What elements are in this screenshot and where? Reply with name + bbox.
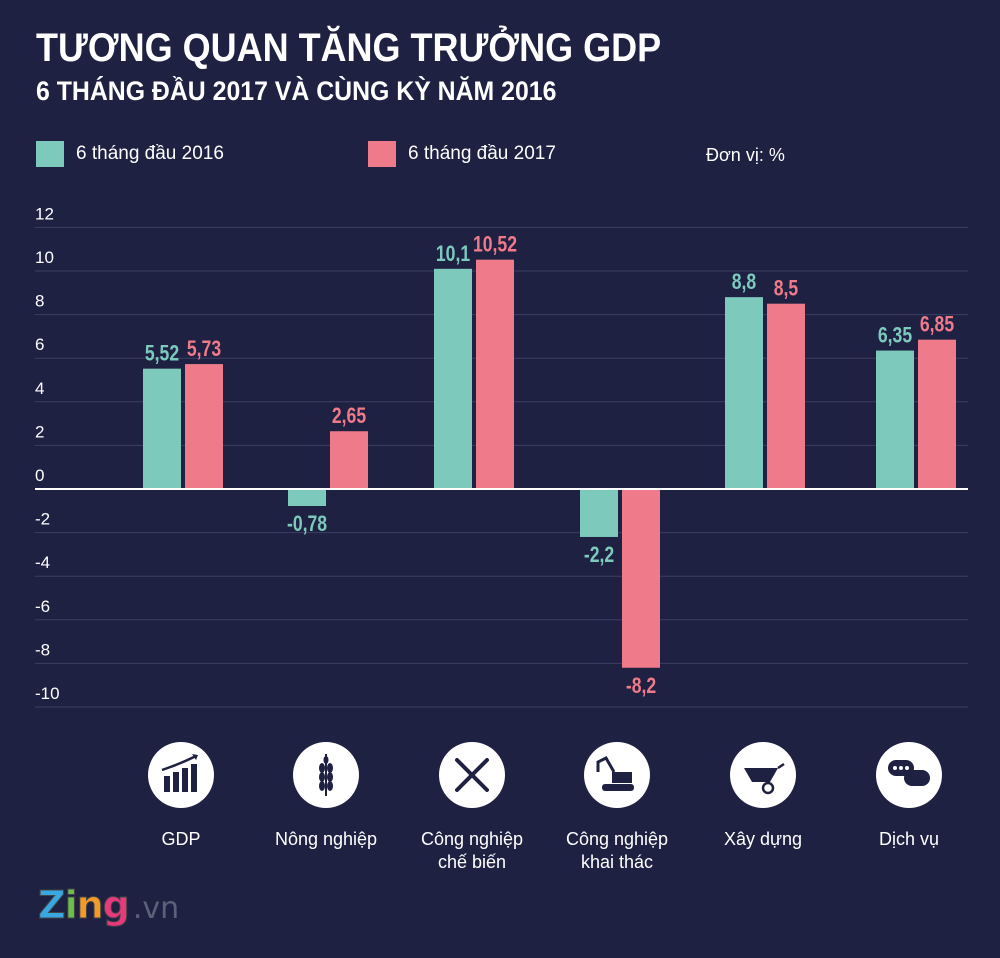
data-label: 8,8 — [732, 270, 756, 294]
data-label: -8,2 — [626, 674, 656, 698]
bar-2017 — [767, 303, 805, 489]
category-label: Công nghiệp chế biến — [420, 829, 524, 872]
bar-2016 — [143, 368, 181, 489]
bar-2017 — [476, 259, 514, 489]
data-label: 10,1 — [436, 242, 470, 266]
bar-2017 — [185, 364, 223, 489]
data-label: -2,2 — [584, 543, 614, 567]
logo-suffix: .vn — [132, 891, 180, 926]
data-label: 5,52 — [145, 342, 179, 366]
bar-2017 — [622, 489, 660, 668]
data-label: 10,52 — [473, 233, 517, 257]
data-label: 6,85 — [920, 313, 954, 337]
bar-2017 — [918, 339, 956, 489]
bar-2016 — [434, 268, 472, 489]
legend-item-2017: 6 tháng đầu 2017 — [368, 141, 556, 167]
legend-swatch-2016 — [36, 141, 64, 167]
chart-title: TƯƠNG QUAN TĂNG TRƯỞNG GDP — [36, 26, 662, 70]
y-tick-label: 4 — [35, 379, 44, 398]
legend-label: 6 tháng đầu 2017 — [408, 143, 556, 164]
legend-item-2016: 6 tháng đầu 2016 — [36, 141, 224, 167]
y-tick-label: 6 — [35, 335, 44, 354]
y-tick-label: -6 — [35, 597, 50, 616]
bar-chart-growth-icon — [148, 742, 214, 808]
chart-subtitle: 6 THÁNG ĐẦU 2017 VÀ CÙNG KỲ NĂM 2016 — [36, 76, 557, 106]
y-tick-label: -4 — [35, 553, 50, 572]
y-tick-label: -2 — [35, 510, 50, 529]
category-label: GDP — [161, 829, 201, 849]
y-tick-label: 2 — [35, 422, 44, 441]
y-tick-label: -8 — [35, 640, 50, 659]
bar-2016 — [725, 297, 763, 489]
data-label: 6,35 — [878, 324, 912, 348]
zing-logo: Zing .vn — [38, 883, 180, 928]
category-label: Công nghiệp khai thác — [565, 829, 669, 872]
category-label: Xây dựng — [723, 829, 803, 849]
bar-2017 — [330, 431, 368, 489]
excavator-icon — [584, 742, 650, 808]
data-label: 2,65 — [332, 404, 366, 428]
y-tick-label: 0 — [35, 466, 44, 485]
wheelbarrow-icon — [730, 742, 796, 808]
category-label: Dịch vụ — [878, 829, 940, 849]
y-tick-label: 8 — [35, 292, 44, 311]
category-label: Nông nghiệp — [274, 829, 378, 849]
y-tick-label: 10 — [35, 248, 54, 267]
unit-label: Đơn vị: % — [706, 145, 785, 165]
bar-2016 — [288, 489, 326, 507]
legend-label: 6 tháng đầu 2016 — [76, 143, 224, 164]
legend-swatch-2017 — [368, 141, 396, 167]
y-tick-label: -10 — [35, 684, 60, 703]
wheat-icon — [293, 742, 359, 808]
chat-bubbles-icon — [876, 742, 942, 808]
bar-2016 — [876, 350, 914, 489]
bar-chart: 12 10 8 6 4 2 0 -2 -4 -6 -8 -10 5,52 -0,78 10,1 -2,2 8,8… — [35, 204, 968, 708]
data-label: 5,73 — [187, 337, 221, 361]
data-label: -0,78 — [287, 512, 327, 536]
y-tick-label: 12 — [35, 204, 54, 223]
bar-2016 — [580, 489, 618, 537]
data-label: 8,5 — [774, 277, 798, 301]
fork-knife-icon — [439, 742, 505, 808]
